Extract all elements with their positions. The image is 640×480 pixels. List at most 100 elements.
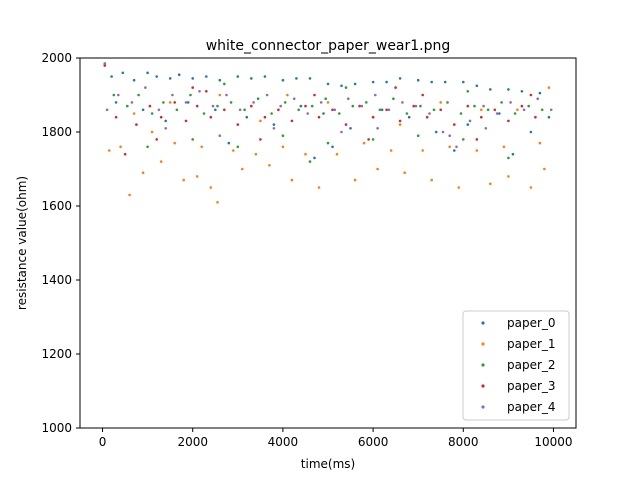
x-tick-label: 2000 — [177, 435, 208, 449]
data-point — [489, 88, 492, 91]
data-point — [108, 149, 111, 152]
data-point — [385, 108, 388, 112]
data-point — [540, 108, 544, 112]
data-point — [493, 108, 497, 112]
data-point — [353, 82, 357, 86]
data-point — [484, 127, 488, 130]
data-point — [306, 112, 310, 115]
data-point — [389, 149, 393, 152]
data-point — [250, 77, 253, 80]
data-point — [297, 108, 301, 112]
data-point — [371, 138, 375, 141]
data-point — [162, 101, 165, 104]
data-point — [250, 104, 253, 108]
data-point — [486, 108, 490, 112]
data-point — [168, 77, 172, 80]
data-point — [209, 186, 213, 189]
data-point — [279, 104, 283, 108]
series-paper_4 — [103, 62, 553, 149]
data-point — [299, 104, 303, 108]
data-point — [448, 145, 452, 149]
data-point — [281, 78, 285, 82]
data-point — [489, 182, 492, 186]
legend-marker — [481, 363, 485, 367]
data-point — [421, 149, 425, 152]
data-point — [159, 160, 163, 163]
data-point — [281, 134, 285, 137]
data-point — [175, 108, 179, 112]
data-point — [439, 108, 443, 112]
data-point — [507, 156, 510, 160]
data-point — [520, 104, 524, 108]
data-point — [209, 115, 213, 119]
data-point — [317, 186, 321, 189]
data-point — [405, 112, 409, 115]
data-point — [502, 145, 506, 149]
data-point — [412, 104, 416, 108]
y-tick-label: 1000 — [41, 421, 72, 435]
data-point — [155, 138, 158, 141]
data-point — [443, 80, 447, 84]
data-point — [132, 112, 136, 115]
data-point — [123, 152, 127, 156]
legend-label: paper_2 — [507, 358, 556, 372]
data-point — [358, 104, 361, 108]
data-point — [114, 101, 118, 104]
data-point — [453, 123, 456, 126]
data-point — [414, 104, 418, 108]
data-point — [155, 75, 158, 78]
data-point — [270, 112, 273, 115]
data-point — [216, 104, 219, 108]
data-point — [516, 108, 519, 112]
data-point — [130, 101, 134, 104]
legend-marker — [481, 405, 485, 409]
data-point — [105, 108, 109, 112]
legend-marker — [481, 384, 485, 388]
x-tick-label: 0 — [99, 435, 107, 449]
data-point — [392, 97, 395, 100]
data-point — [281, 145, 285, 149]
data-point — [430, 178, 434, 182]
data-point — [509, 101, 512, 104]
data-point — [529, 130, 533, 134]
data-point — [360, 104, 364, 108]
data-point — [362, 141, 366, 145]
data-point — [446, 101, 449, 104]
data-point — [184, 101, 188, 104]
data-point — [536, 97, 539, 100]
data-point — [126, 104, 129, 108]
data-point — [173, 141, 176, 145]
data-point — [344, 123, 348, 126]
data-point — [202, 112, 206, 115]
data-point — [229, 101, 233, 104]
data-point — [117, 93, 120, 97]
data-point — [365, 101, 368, 104]
data-point — [340, 130, 343, 134]
data-point — [344, 86, 348, 89]
points-layer — [103, 62, 553, 204]
data-point — [313, 156, 316, 160]
data-point — [238, 108, 242, 112]
data-point — [198, 90, 201, 93]
data-point — [283, 101, 287, 104]
data-point — [462, 138, 465, 141]
y-tick-label: 1200 — [41, 347, 72, 361]
data-point — [200, 145, 203, 149]
data-point — [286, 93, 289, 97]
data-point — [511, 152, 515, 156]
data-point — [498, 112, 501, 115]
data-point — [455, 145, 458, 149]
data-point — [164, 119, 167, 123]
plot-frame — [79, 57, 577, 429]
data-point — [457, 186, 461, 189]
data-point — [164, 127, 167, 130]
data-point — [378, 108, 382, 112]
x-axis: 0 2000 4000 6000 8000 10000 — [99, 428, 573, 449]
data-point — [482, 104, 485, 108]
data-point — [529, 186, 533, 189]
data-point — [157, 108, 161, 112]
data-point — [236, 123, 240, 126]
data-point — [371, 80, 375, 84]
data-point — [441, 130, 445, 134]
data-point — [218, 78, 222, 82]
